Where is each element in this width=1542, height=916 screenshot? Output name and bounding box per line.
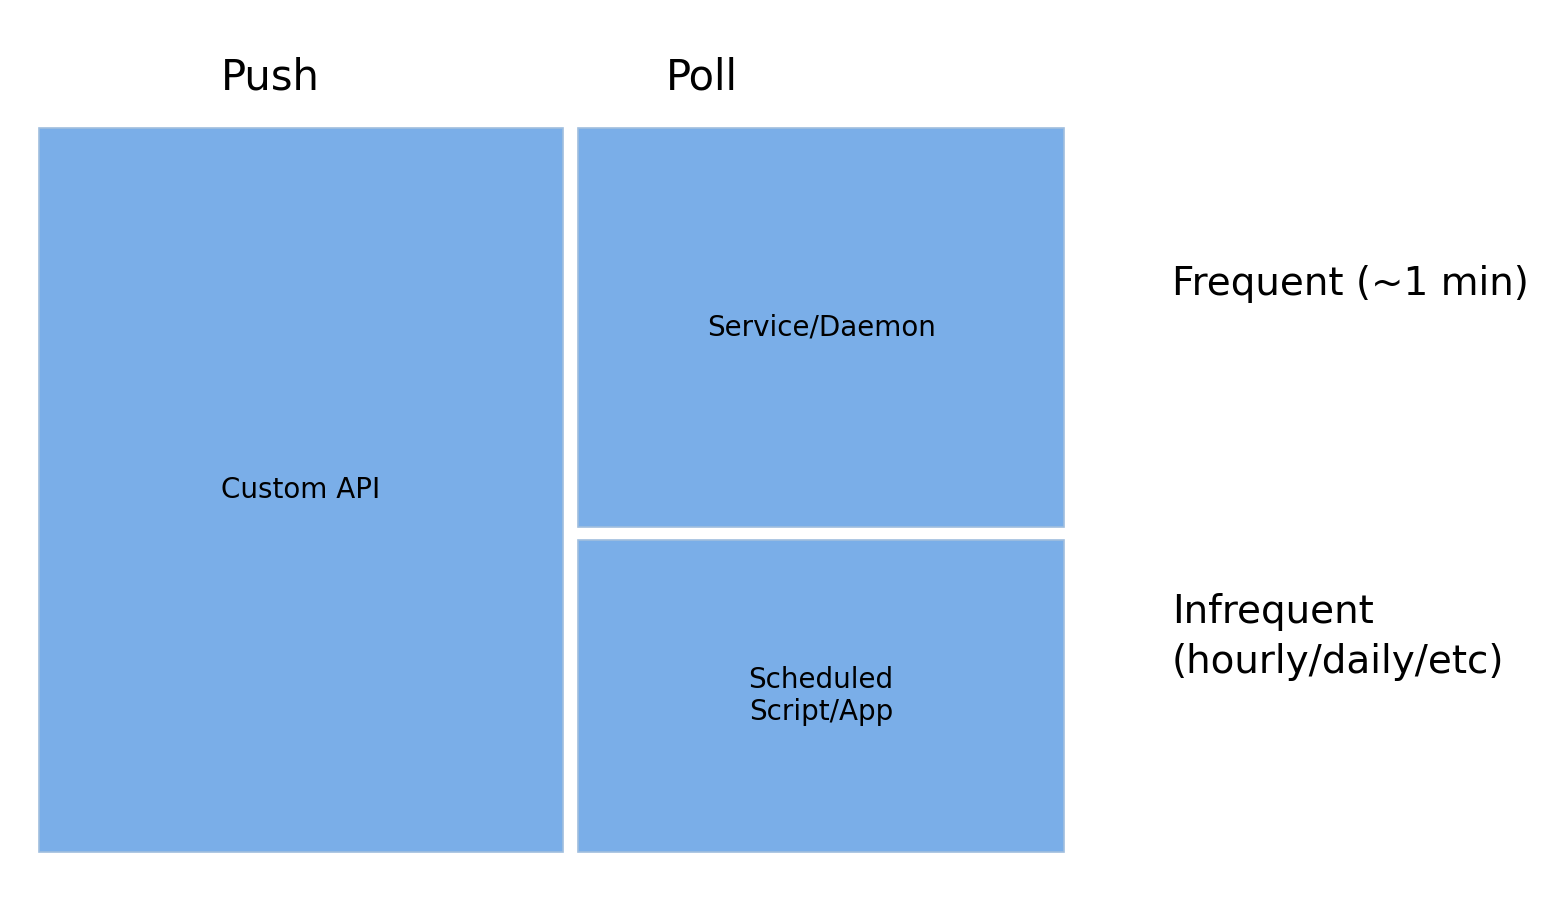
- Text: Custom API: Custom API: [221, 476, 381, 504]
- Text: Push: Push: [221, 57, 319, 99]
- Text: Poll: Poll: [666, 57, 737, 99]
- Text: Infrequent
(hourly/daily/etc): Infrequent (hourly/daily/etc): [1172, 593, 1505, 681]
- Bar: [578, 540, 1064, 852]
- Text: Scheduled
Script/App: Scheduled Script/App: [748, 666, 894, 726]
- Text: Service/Daemon: Service/Daemon: [706, 313, 936, 342]
- Bar: [578, 128, 1064, 527]
- Text: Frequent (~1 min): Frequent (~1 min): [1172, 265, 1528, 303]
- Bar: [39, 128, 563, 852]
